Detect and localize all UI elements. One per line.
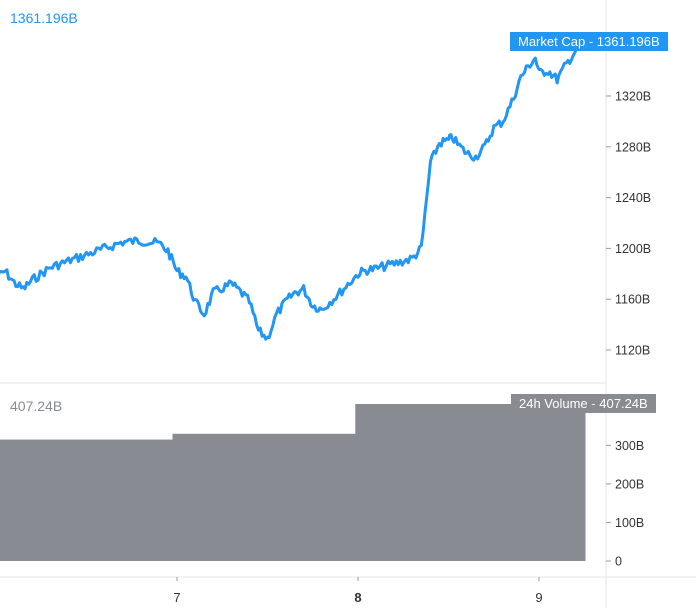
market-cap-y-tick-label: 1160B	[615, 293, 650, 307]
volume-tag-name: 24h Volume	[519, 396, 588, 411]
market-cap-current-label: 1361.196B	[10, 10, 78, 26]
market-cap-tag-name: Market Cap	[518, 34, 586, 49]
market-cap-y-tick-label: 1200B	[615, 242, 651, 256]
volume-bar	[0, 439, 173, 561]
market-cap-tag-value: 1361.196B	[596, 34, 660, 49]
volume-bar	[539, 404, 586, 561]
market-cap-y-tick-label: 1120B	[615, 344, 650, 358]
volume-y-tick-label: 200B	[615, 477, 644, 491]
market-cap-tag: Market Cap - 1361.196B	[510, 32, 668, 51]
volume-y-tick-label: 300B	[615, 439, 644, 453]
volume-bar	[355, 404, 540, 561]
volume-y-tick-label: 100B	[615, 516, 644, 530]
market-cap-y-tick-label: 1240B	[615, 191, 651, 205]
x-tick-label: 7	[173, 590, 180, 605]
volume-tag-value: 407.24B	[599, 396, 648, 411]
x-tick-label: 9	[535, 590, 542, 605]
volume-tag: 24h Volume - 407.24B	[511, 394, 656, 413]
market-cap-line	[0, 42, 586, 341]
volume-y-tick-label: 0	[615, 555, 622, 569]
volume-bar	[172, 433, 356, 561]
market-cap-y-tick-label: 1320B	[615, 90, 651, 104]
x-tick-label: 8	[354, 590, 361, 605]
market-cap-y-tick-label: 1280B	[615, 140, 651, 154]
volume-current-label: 407.24B	[10, 398, 63, 414]
